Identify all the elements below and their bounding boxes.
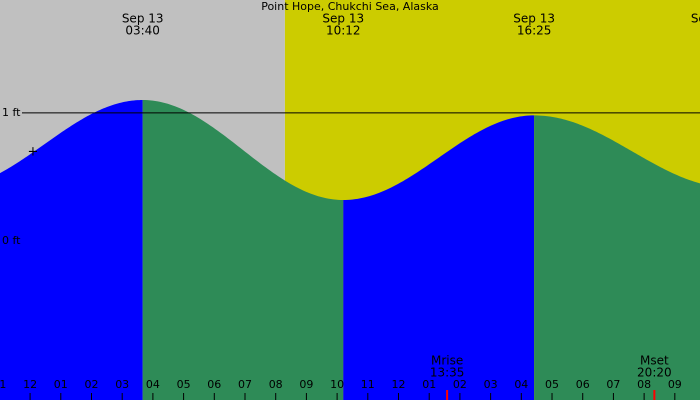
chart-title: Point Hope, Chukchi Sea, Alaska <box>261 0 439 13</box>
rising-area <box>0 100 143 400</box>
x-tick-label: 03 <box>115 378 129 391</box>
rising-area <box>343 115 535 400</box>
x-tick-label: 09 <box>668 378 682 391</box>
x-tick-label: 04 <box>146 378 160 391</box>
x-tick-label: 12 <box>23 378 37 391</box>
falling-area <box>534 115 700 400</box>
x-tick-label: 02 <box>84 378 98 391</box>
y-tick-label: 0 ft <box>2 234 21 247</box>
x-tick-label: 08 <box>269 378 283 391</box>
moon-time: 13:35 <box>430 366 465 380</box>
y-tick-label: 1 ft <box>2 106 21 119</box>
moon-time: 20:20 <box>637 366 672 380</box>
x-tick-label: 07 <box>606 378 620 391</box>
x-tick-label: 06 <box>207 378 221 391</box>
peak-date: Sep 13 <box>691 12 700 26</box>
x-tick-label: 05 <box>177 378 191 391</box>
x-tick-label: 11 <box>361 378 375 391</box>
x-tick-label: 01 <box>422 378 436 391</box>
x-tick-label: 12 <box>392 378 406 391</box>
x-tick-label: 10 <box>330 378 344 391</box>
peak-date: Sep 13 <box>513 12 555 26</box>
x-tick-label: 03 <box>484 378 498 391</box>
tide-areas <box>0 100 700 400</box>
x-tick-label: 01 <box>54 378 68 391</box>
moon-name: Mset <box>640 354 669 368</box>
peak-time: 16:25 <box>517 24 552 38</box>
falling-area <box>142 100 344 400</box>
x-tick-label: 06 <box>576 378 590 391</box>
overlay: 0 ft 1 ft 11 12 01 02 03 04 05 06 07 08 09 10 11 12 01 02… <box>0 12 700 400</box>
x-tick-label: 04 <box>514 378 528 391</box>
x-tick-label: 02 <box>453 378 467 391</box>
peak-date: Sep 13 <box>122 12 164 26</box>
x-tick-label: 05 <box>545 378 559 391</box>
x-tick-label: 08 <box>637 378 651 391</box>
peak-time: 03:40 <box>125 24 160 38</box>
peak-time: 10:12 <box>326 24 361 38</box>
moon-name: Mrise <box>431 354 463 368</box>
peak-date: Sep 13 <box>322 12 364 26</box>
marker: + <box>28 145 39 160</box>
x-tick-label: 07 <box>238 378 252 391</box>
x-tick-label: 11 <box>0 378 6 391</box>
x-tick-label: 09 <box>299 378 313 391</box>
